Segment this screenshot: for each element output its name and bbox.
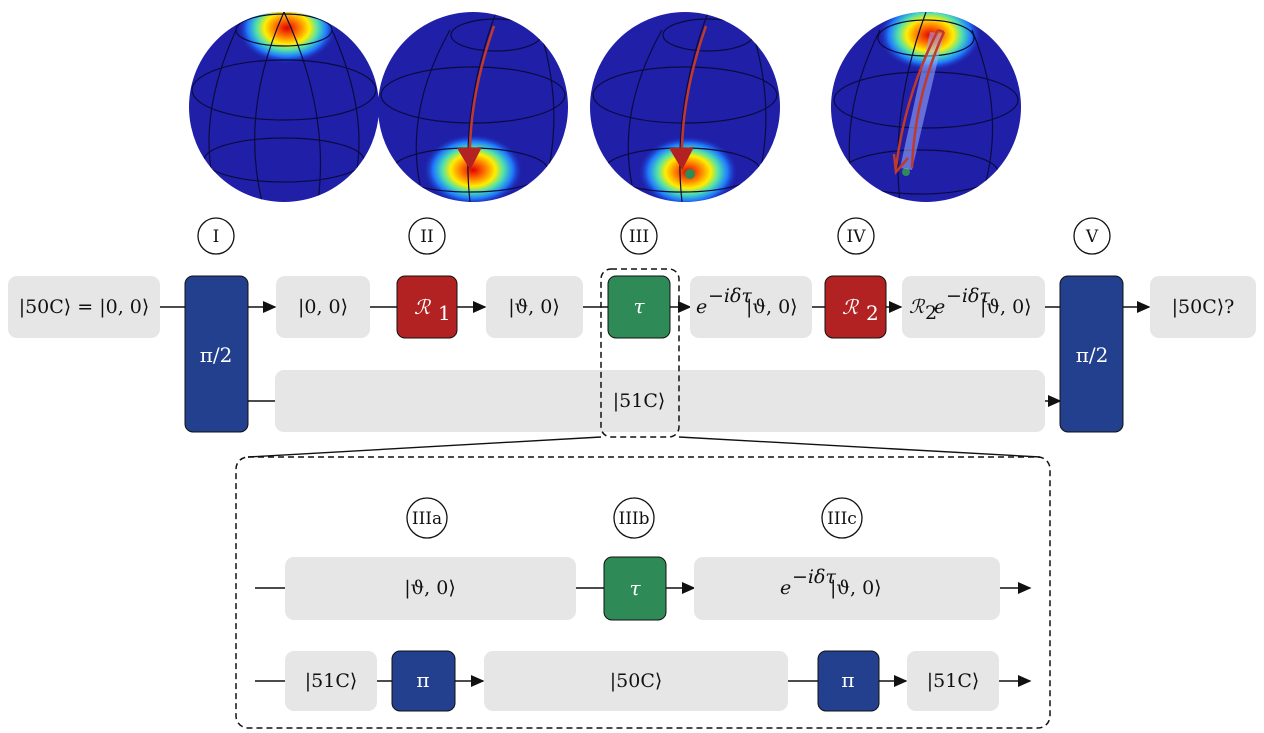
inset-state-51c-right: |51C⟩ (907, 651, 999, 711)
state-initial: |50C⟩ = |0, 0⟩ (8, 276, 160, 338)
stage-marker-IIIc: IIIc (821, 497, 863, 539)
state-coherent: |ϑ, 0⟩ (486, 276, 583, 338)
svg-text:π/2: π/2 (200, 343, 233, 367)
gate-tau: τ (607, 275, 671, 339)
stage-marker-I: I (197, 217, 235, 255)
inset-state-phase: e −iδτ |ϑ, 0⟩ (694, 557, 1000, 620)
svg-text:III: III (629, 227, 649, 247)
svg-text:π/2: π/2 (1076, 343, 1109, 367)
svg-text:|ϑ, 0⟩: |ϑ, 0⟩ (746, 296, 798, 318)
gate-pi-half-left: π/2 (184, 275, 249, 433)
svg-text:e: e (934, 296, 945, 318)
inset-state-coherent: |ϑ, 0⟩ (285, 557, 576, 620)
svg-text:e: e (696, 296, 707, 318)
stage-marker-V: V (1073, 217, 1111, 255)
inset-panel (235, 456, 1051, 729)
bloch-sphere-4 (831, 12, 1021, 202)
svg-text:|51C⟩: |51C⟩ (305, 670, 358, 692)
svg-text:|51C⟩: |51C⟩ (613, 390, 666, 412)
svg-text:|50C⟩ = |0, 0⟩: |50C⟩ = |0, 0⟩ (19, 296, 150, 318)
state-lower-level: |51C⟩ (275, 370, 1045, 432)
state-phase: e −iδτ |ϑ, 0⟩ (690, 276, 812, 338)
zoom-line-left (247, 436, 602, 458)
svg-text:π: π (841, 668, 854, 692)
svg-text:2: 2 (925, 302, 937, 324)
svg-text:τ: τ (633, 294, 645, 318)
bloch-sphere-2 (378, 12, 568, 202)
svg-text:|ϑ, 0⟩: |ϑ, 0⟩ (980, 296, 1032, 318)
svg-text:−iδτ: −iδτ (708, 285, 752, 307)
inset-gate-pi-left: π (391, 650, 456, 712)
svg-text:−iδτ: −iδτ (792, 566, 836, 588)
svg-text:|51C⟩: |51C⟩ (927, 670, 980, 692)
svg-text:V: V (1085, 227, 1099, 247)
gate-pi-half-right: π/2 (1059, 275, 1124, 433)
svg-text:IIIa: IIIa (412, 509, 442, 529)
svg-text:ℛ: ℛ (842, 295, 860, 319)
state-r2-phase: ℛ 2 e −iδτ |ϑ, 0⟩ (902, 276, 1045, 338)
svg-text:π: π (416, 668, 429, 692)
stage-marker-II: II (408, 217, 446, 255)
state-final: |50C⟩? (1150, 276, 1256, 338)
gate-rotation-1: ℛ 1 (396, 275, 458, 339)
svg-text:|ϑ, 0⟩: |ϑ, 0⟩ (404, 577, 456, 599)
svg-text:II: II (420, 227, 433, 247)
svg-text:e: e (780, 577, 791, 599)
inset-gate-tau: τ (603, 556, 667, 621)
inset-gate-pi-right: π (817, 650, 880, 712)
inset-state-51c-left: |51C⟩ (285, 651, 377, 711)
inset-wires (255, 582, 1032, 687)
svg-text:τ: τ (629, 576, 641, 600)
svg-text:ℛ: ℛ (909, 296, 926, 318)
svg-text:IIIc: IIIc (827, 509, 857, 529)
svg-text:1: 1 (438, 301, 451, 325)
state-ground: |0, 0⟩ (276, 276, 370, 338)
svg-text:|50C⟩?: |50C⟩? (1172, 296, 1235, 318)
svg-text:|ϑ, 0⟩: |ϑ, 0⟩ (830, 577, 882, 599)
svg-text:|ϑ, 0⟩: |ϑ, 0⟩ (508, 296, 560, 318)
bloch-sphere-3 (590, 12, 780, 202)
zoom-box (600, 268, 680, 438)
svg-text:IV: IV (847, 227, 867, 247)
svg-text:ℛ: ℛ (414, 295, 432, 319)
inset-state-50c: |50C⟩ (484, 651, 788, 711)
bloch-sphere-1 (189, 12, 379, 202)
svg-text:2: 2 (866, 301, 879, 325)
svg-text:I: I (213, 227, 220, 247)
main-wires (160, 301, 1151, 407)
stage-marker-IIIb: IIIb (613, 497, 655, 539)
svg-text:|50C⟩: |50C⟩ (610, 670, 663, 692)
zoom-line-right (678, 436, 1041, 458)
svg-text:|0, 0⟩: |0, 0⟩ (298, 296, 348, 318)
stage-marker-IIIa: IIIa (406, 497, 448, 539)
svg-text:IIIb: IIIb (618, 509, 649, 529)
gate-rotation-2: ℛ 2 (824, 275, 887, 339)
stage-marker-III: III (620, 217, 658, 255)
svg-text:−iδτ: −iδτ (946, 285, 990, 307)
stage-marker-IV: IV (837, 217, 875, 255)
